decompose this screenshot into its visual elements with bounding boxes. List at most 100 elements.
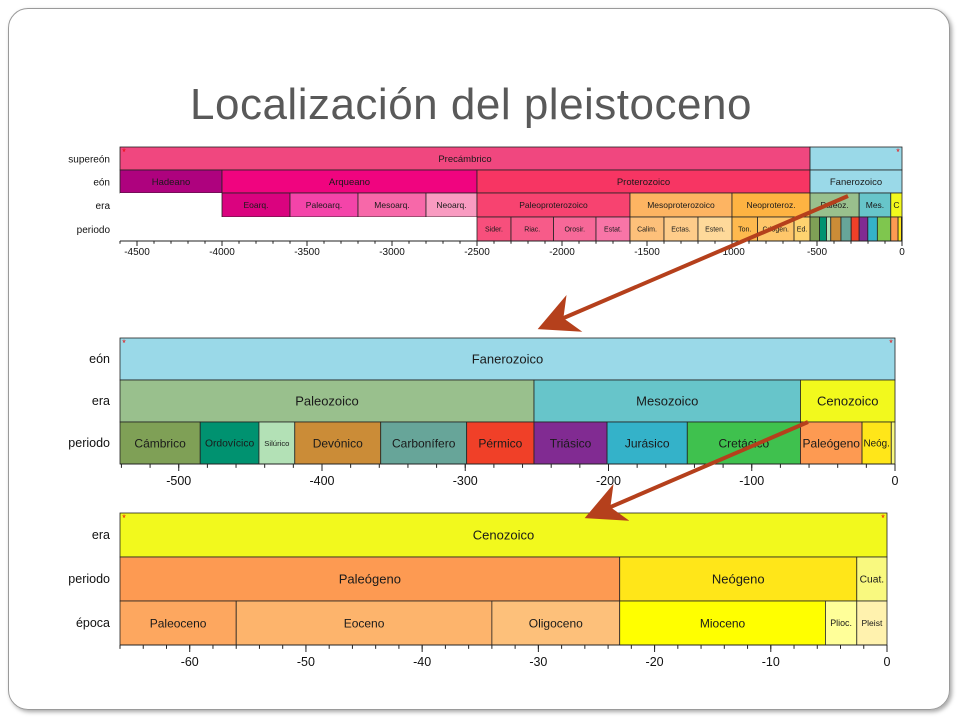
- block-devonico: [294, 421, 382, 465]
- block-label-pleist: Pleist: [861, 618, 883, 628]
- block-label-paleozoico: Paleozoico: [295, 394, 359, 409]
- block-silurico: [258, 421, 296, 465]
- block-calim: [629, 216, 665, 242]
- block-label-hadeano: Hadeano: [152, 177, 191, 188]
- row-label-periodo: periodo: [68, 572, 110, 586]
- block-label-orosir: Orosir.: [564, 227, 585, 234]
- block-cretacico: [686, 421, 801, 465]
- block-paleogeno: [800, 421, 863, 465]
- block-neogeno: [619, 556, 858, 602]
- block-label-neoproteroz: Neoproteroz.: [746, 200, 795, 210]
- boundary-marker: *: [896, 147, 900, 157]
- block-label-eoceno: Eoceno: [344, 616, 385, 630]
- block-label-devonico: Devónico: [313, 436, 363, 450]
- block-label-cretacico: Cretácico: [719, 436, 770, 450]
- block-label-carbonifero: Carbonífero: [392, 436, 456, 450]
- block-label-riac: Riac.: [524, 227, 540, 234]
- block-unlabeled-34: [858, 216, 869, 242]
- block-mes: [858, 192, 892, 218]
- block-oligoceno: [491, 600, 621, 646]
- block-unlabeled-6: [120, 193, 222, 217]
- block-plioc: [825, 600, 858, 646]
- boundary-marker: *: [889, 338, 893, 348]
- row-label-periodo: periodo: [77, 225, 111, 236]
- boundary-marker: *: [122, 338, 126, 348]
- block-label-ton: Ton.: [738, 227, 751, 234]
- block-paleoarq: [289, 192, 359, 218]
- block-sider: [476, 216, 512, 242]
- block-paleozoico: [119, 379, 535, 423]
- row-label-eon: eón: [93, 178, 110, 189]
- timeline-panel-cenozoic: era periodo época Cenozoico Paleógeno Neógeno…: [68, 512, 891, 669]
- block-unlabeled-15: [890, 421, 896, 465]
- block-unlabeled-36: [876, 216, 892, 242]
- zoom-arrow-1: [537, 194, 849, 332]
- block-label-paleoarq: Paleoarq.: [306, 200, 342, 210]
- block-label-mesoarq: Mesoarq.: [374, 200, 409, 210]
- x-tick-label: -400: [309, 474, 334, 488]
- row-label-eon: eón: [89, 352, 110, 366]
- block-paleoz: [809, 192, 860, 218]
- block-label-precambrico: Precámbrico: [438, 154, 491, 165]
- block-triasico: [533, 421, 608, 465]
- block-label-paleogeno: Paleógeno: [339, 572, 401, 587]
- block-paleoceno: [119, 600, 237, 646]
- x-tick-label: -1500: [634, 247, 660, 258]
- block-unlabeled-33: [850, 216, 860, 242]
- block-label-arqueano: Arqueano: [329, 177, 370, 188]
- block-jurasico: [606, 421, 688, 465]
- block-label-triasico: Triásico: [550, 436, 592, 450]
- block-ectas: [663, 216, 699, 242]
- block-neog: [861, 421, 892, 465]
- block-label-paleogeno: Paleógeno: [803, 436, 861, 450]
- block-label-ordovicico: Ordovícico: [205, 439, 255, 450]
- block-fanerozoico: [119, 337, 896, 381]
- row-label-epoca: época: [76, 616, 110, 630]
- x-tick-label: 0: [892, 474, 899, 488]
- block-label-mes: Mes.: [866, 200, 884, 210]
- row-label-supereon: supereón: [68, 155, 110, 166]
- x-tick-label: -3500: [294, 247, 320, 258]
- block-unlabeled-28: [809, 216, 820, 242]
- x-tick-label: -3000: [379, 247, 405, 258]
- block-label-eoarq: Eoarq.: [243, 200, 268, 210]
- x-tick-label: -300: [453, 474, 478, 488]
- block-label-jurasico: Jurásico: [625, 436, 670, 450]
- block-mioceno: [619, 600, 826, 646]
- block-unlabeled-32: [840, 216, 852, 242]
- block-unlabeled-30: [826, 216, 832, 242]
- block-label-neogeno: Neógeno: [712, 572, 765, 587]
- block-label-c: C: [893, 200, 899, 210]
- block-neoproteroz: [731, 192, 811, 218]
- block-label-criogen: Criogen.: [763, 227, 790, 234]
- x-tick-label: -20: [646, 655, 664, 669]
- block-mesozoico: [533, 379, 801, 423]
- row-label-era: era: [92, 394, 110, 408]
- timeline-panel-full: supereón eón era periodo Precámbrico Hadeano A…: [68, 146, 905, 258]
- block-label-paleoproterozoico: Paleoproterozoico: [519, 200, 588, 210]
- block-label-cenozoico: Cenozoico: [473, 528, 534, 543]
- x-tick-label: 0: [899, 247, 905, 258]
- boundary-marker: *: [122, 147, 126, 157]
- block-label-neoarq: Neoarq.: [436, 200, 466, 210]
- block-cenozoico: [800, 379, 896, 423]
- slide-title: Localización del pleistoceno: [190, 80, 752, 129]
- block-label-estat: Estat.: [604, 227, 622, 234]
- x-tick-label: -60: [181, 655, 199, 669]
- block-ordovicico: [199, 421, 260, 465]
- block-label-paleoz: Paleoz.: [820, 200, 848, 210]
- block-label-mesoproterozoico: Mesoproterozoico: [647, 200, 715, 210]
- x-tick-label: -4000: [209, 247, 235, 258]
- block-carbonifero: [380, 421, 468, 465]
- block-label-plioc: Plioc.: [830, 618, 852, 628]
- row-label-era: era: [92, 528, 110, 542]
- block-unlabeled-38: [897, 216, 902, 242]
- block-cambrico: [119, 421, 201, 465]
- boundary-marker: *: [881, 513, 885, 523]
- x-tick-label: 0: [884, 655, 891, 669]
- block-unlabeled-1: [809, 146, 903, 171]
- x-tick-label: -10: [762, 655, 780, 669]
- block-unlabeled-17: [120, 217, 477, 241]
- block-mesoarq: [357, 192, 427, 218]
- slide-frame: [8, 8, 950, 710]
